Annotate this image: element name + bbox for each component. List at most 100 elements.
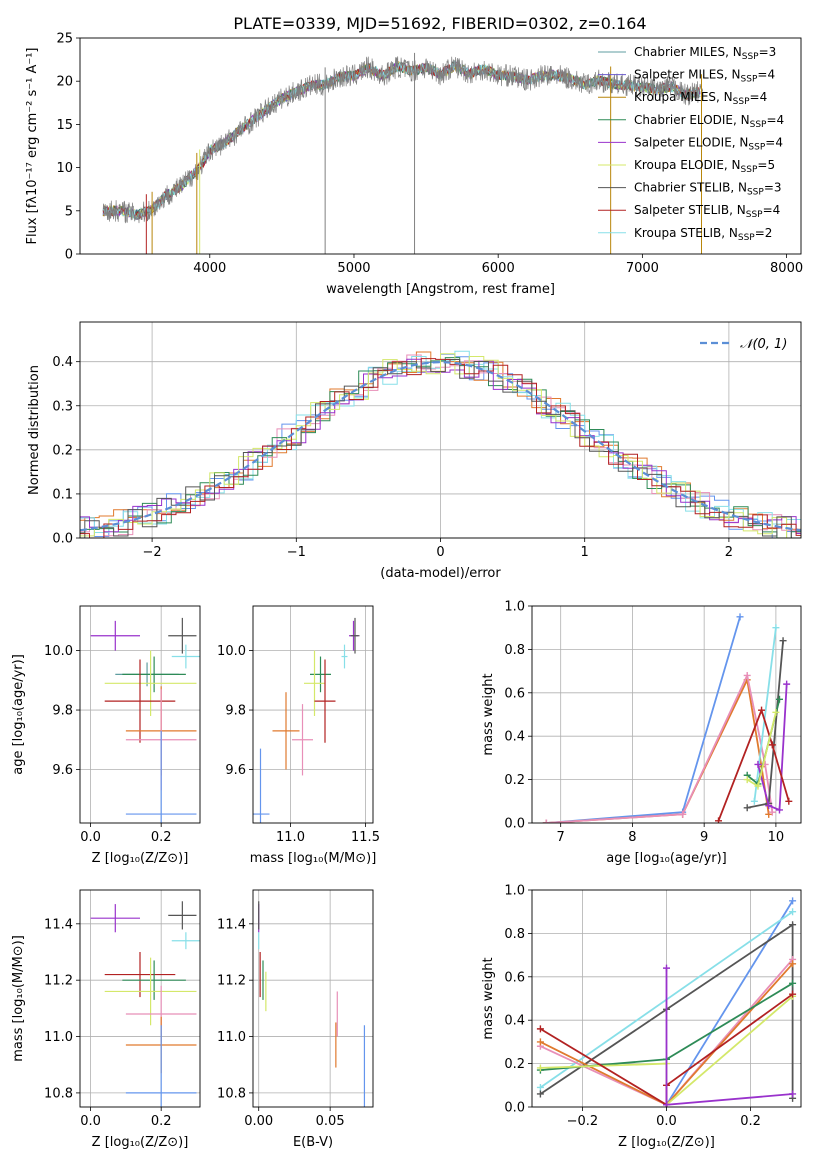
x-tick-label: 5000 [337,261,370,276]
weight-series [717,707,790,822]
axes-weight_vs_Z: −0.2 0.0 0.2 0.0 0.2 0.4 0.6 0.8 1.0 Z [log₁₀(Z/Z… [481,884,802,1150]
x-tick-label: 0.0 [80,1114,101,1129]
legend-rest: =4 [763,203,781,217]
weight-marker [679,810,687,818]
y-tick-label: 11.2 [44,974,73,989]
axes-age_vs_mass: 11.0 11.5 9.6 9.8 10.0 mass [log₁₀(M/M⊙)] [217,605,380,866]
axes-spectrum: 4000 5000 6000 7000 8000 0 5 10 15 20 25 wavelength… [25,32,803,298]
legend-label: Salpeter STELIB, NSSP=4 [634,203,780,220]
x-axis-label: Z [log₁₀(Z/Z⊙)] [92,851,189,866]
y-tick-label: 0.4 [52,355,73,370]
y-tick-label: 9.8 [225,704,246,719]
y-tick-label: 1.0 [504,600,525,615]
x-tick-label: 0.2 [151,1114,172,1129]
y-tick-label: 0 [65,248,73,263]
x-tick-label: 6000 [482,261,515,276]
x-axis-label: Z [log₁₀(Z/Z⊙)] [618,1135,715,1150]
y-tick-label: 0.2 [504,1057,525,1072]
y-axis-label: mass weight [481,673,496,755]
legend-rest: =4 [766,113,784,127]
y-tick-label: 1.0 [504,884,525,899]
weight-marker [783,680,791,688]
axes-frame [252,889,374,1108]
legend-sub: SSP [733,97,750,107]
x-tick-label: 0.00 [244,1114,273,1129]
x-tick-label: 8000 [770,261,803,276]
axes-frame [531,889,802,1108]
x-tick-label: 2 [725,545,733,560]
axes-age_vs_Z: 0.0 0.2 9.6 9.8 10.0 Z [log₁₀(Z/Z⊙)] age [log₁… [11,605,201,866]
x-tick-label: −0.2 [567,1114,599,1129]
x-tick-label: 0.2 [740,1114,761,1129]
legend-label: 𝒩(0, 1) [740,337,787,352]
weight-marker [663,1101,670,1107]
y-axis-label: mass [log₁₀(M/M⊙)] [11,935,26,1062]
y-tick-label: 0.0 [504,817,525,832]
y-tick-label: 0.4 [504,1014,525,1029]
x-tick-label: 11.0 [276,830,305,845]
weight-marker [765,802,773,810]
weight-marker [715,817,723,823]
weight-marker [768,741,776,749]
x-tick-label: 9 [700,830,708,845]
y-tick-label: 0.2 [52,443,73,458]
y-tick-label: 0.8 [504,927,525,942]
axes-residual_histogram: −2 −1 0 1 2 0.0 0.1 0.2 0.3 0.4 (data-model)/error… [27,321,802,581]
weight-marker [775,806,783,814]
y-tick-label: 9.6 [52,763,73,778]
legend-label: Kroupa STELIB, NSSP=2 [634,226,772,243]
y-tick-label: 11.0 [44,1030,73,1045]
weight-marker [765,810,773,818]
weight-marker [785,797,793,805]
x-tick-label: 0.0 [656,1114,677,1129]
legend-rest: =4 [750,90,768,104]
weight-marker [789,897,797,905]
y-tick-label: 10.8 [44,1086,73,1101]
y-tick-label: 0.6 [504,970,525,985]
x-tick-label: −1 [287,545,306,560]
x-tick-label: 8 [628,830,636,845]
legend-rest: =4 [765,135,783,149]
plot-layer: 4000 5000 6000 7000 80000510152025wavelength… [11,32,803,1151]
weight-marker [772,708,780,716]
x-tick-label: 11.5 [351,830,380,845]
legend-sub: SSP [746,210,763,220]
y-tick-label: 11.2 [217,974,246,989]
legend-rest: =3 [759,45,777,59]
legend-sub: SSP [741,75,758,85]
y-tick-label: 11.4 [44,917,73,932]
weight-series [757,684,788,812]
axes-mass_vs_Z: 0.0 0.2 10.8 11.0 11.2 11.4 Z [log₁₀(Z/Z⊙)] mas… [11,889,201,1150]
axes-mass_vs_ebv: 0.00 0.05 10.8 11.0 11.2 11.4 E(B-V) [217,889,374,1150]
legend-label: Salpeter ELODIE, NSSP=4 [634,135,783,152]
y-axis-label: age [log₁₀(age/yr)] [11,654,26,775]
weight-marker [750,797,758,805]
y-tick-label: 20 [56,75,73,90]
weight-marker [663,964,670,972]
legend-sub: SSP [747,188,764,198]
weight-marker [736,613,744,621]
y-axis-label: Normed distribution [27,365,42,495]
weight-marker [772,624,780,632]
axes-frame [79,889,201,1108]
legend-sub: SSP [742,52,759,62]
weight-marker [536,1025,544,1033]
weight-marker [754,782,762,790]
weight-marker [789,908,797,916]
x-tick-label: 0 [436,545,444,560]
y-tick-label: 9.8 [52,704,73,719]
x-tick-label: 0.0 [80,830,101,845]
x-axis-label: Z [log₁₀(Z/Z⊙)] [92,1135,189,1150]
hist-step-kroupa_elodie [80,353,801,538]
legend-label: Kroupa ELODIE, NSSP=5 [634,158,775,175]
y-tick-label: 10.8 [217,1086,246,1101]
y-tick-label: 0.2 [504,773,525,788]
x-tick-label: 0.2 [151,830,172,845]
weight-marker [768,808,776,816]
y-axis-label: mass weight [481,957,496,1039]
axes-frame [252,605,374,824]
weight-marker [754,760,762,768]
x-tick-label: 1 [581,545,589,560]
legend-sub: SSP [750,120,767,130]
